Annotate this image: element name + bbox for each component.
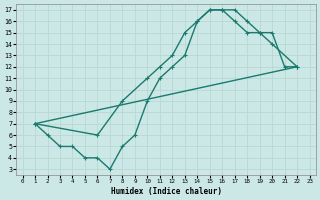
X-axis label: Humidex (Indice chaleur): Humidex (Indice chaleur): [111, 187, 221, 196]
